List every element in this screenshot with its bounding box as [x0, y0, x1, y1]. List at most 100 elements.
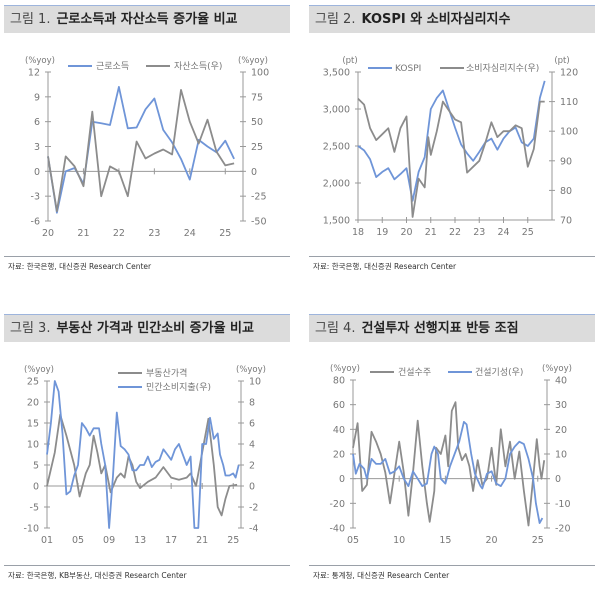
series-line-1 [352, 401, 546, 527]
chart-1: -6 -3 0 3 6 9 12 -50 -25 0 25 50 75 100 20 21 22 23 24 25 (%… [25, 56, 269, 239]
chart-4: -40 -20 0 20 40 60 80 -20 -10 0 10 20 30 40 05 10 15 20 25… [329, 364, 572, 546]
figure-number: 그림 3. [10, 321, 51, 336]
left-tick-label: 3,500 [323, 68, 350, 79]
right-tick-label: -20 [555, 524, 571, 535]
left-tick-label: 2,000 [323, 179, 350, 190]
right-tick-label: 8 [249, 398, 255, 409]
x-tick-label: 23 [473, 227, 485, 238]
x-tick-label: 05 [72, 535, 84, 546]
left-unit-label: (%yoy) [330, 364, 360, 374]
left-tick-label: 5 [33, 461, 39, 472]
figure-title-text: KOSPI 와 소비자심리지수 [361, 12, 511, 27]
left-tick-label: 10 [27, 440, 39, 451]
figure-1-panel: 그림 1. 근로소득과 자산소득 증가율 비교 자료: 한국은행, 대신증권 Re… [4, 5, 290, 283]
source-note: 자료: 통계청, 대신증권 Research Center [313, 571, 450, 580]
figure-2-panel: 그림 2. KOSPI 와 소비자심리지수 자료: 한국은행, 대신증권 Rese… [309, 5, 595, 283]
right-tick-label: 10 [555, 450, 567, 461]
right-tick-label: 4 [249, 440, 255, 451]
figure-title: 그림 3. 부동산 가격과 민간소비 증가율 비교 [4, 314, 290, 342]
left-tick-label: 40 [333, 425, 345, 436]
x-tick-label: 17 [165, 535, 177, 546]
figure-4-panel: 그림 4. 건설투자 선행지표 반등 조짐 자료: 통계청, 대신증권 Resea… [309, 314, 595, 592]
left-tick-label: -5 [30, 503, 39, 514]
legend-label: KOSPI [395, 64, 421, 74]
legend-label: 근로소득 [96, 61, 129, 72]
figure-title-text: 부동산 가격과 민간소비 증가율 비교 [56, 321, 254, 336]
x-tick-label: 05 [347, 535, 359, 546]
x-tick-label: 24 [497, 227, 509, 238]
figure-title-text: 근로소득과 자산소득 증가율 비교 [56, 12, 238, 27]
left-tick-label: 20 [27, 398, 39, 409]
x-tick-label: 25 [227, 535, 239, 546]
left-tick-label: 0 [33, 482, 39, 493]
figure-title: 그림 4. 건설투자 선행지표 반등 조짐 [309, 314, 595, 342]
left-tick-label: -40 [329, 524, 345, 535]
legend-label: 건설수주 [398, 367, 431, 378]
x-tick-label: 22 [449, 227, 461, 238]
x-tick-label: 21 [77, 228, 89, 239]
divider [309, 256, 595, 257]
legend-label: 자산소득(우) [174, 61, 222, 72]
left-tick-label: 3 [34, 142, 40, 153]
source-note: 자료: 한국은행, 대신증권 Research Center [8, 262, 152, 271]
x-tick-label: 09 [103, 535, 115, 546]
figure-3-panel: 그림 3. 부동산 가격과 민간소비 증가율 비교 자료: 한국은행, KB부동산… [4, 314, 290, 592]
right-tick-label: 0 [555, 474, 561, 485]
series-line-2 [46, 380, 240, 529]
right-tick-label: -50 [251, 217, 267, 228]
legend-label: 소비자심리지수(우) [466, 63, 539, 74]
x-tick-label: 18 [352, 227, 364, 238]
right-unit-label: (pt) [554, 56, 569, 66]
right-unit-label: (%yoy) [542, 364, 572, 374]
left-tick-label: 6 [34, 117, 40, 128]
right-unit-label: (%yoy) [236, 365, 266, 375]
right-tick-label: 110 [560, 97, 578, 108]
figure-title: 그림 1. 근로소득과 자산소득 증가율 비교 [4, 5, 290, 33]
right-tick-label: -4 [249, 524, 258, 535]
right-tick-label: 20 [555, 425, 567, 436]
x-tick-label: 13 [134, 535, 146, 546]
left-tick-label: 15 [27, 419, 39, 430]
right-tick-label: 120 [560, 68, 578, 79]
right-tick-label: 50 [251, 117, 263, 128]
left-unit-label: (%yoy) [25, 56, 55, 66]
figure-title-text: 건설투자 선행지표 반등 조짐 [361, 321, 519, 336]
right-tick-label: 90 [560, 156, 572, 167]
series-line-1 [357, 80, 546, 202]
x-tick-label: 24 [184, 228, 196, 239]
x-tick-label: 10 [393, 535, 405, 546]
left-tick-label: 0 [34, 167, 40, 178]
right-tick-label: 40 [555, 376, 567, 387]
legend-label: 건설기성(우) [475, 367, 523, 378]
left-tick-label: -20 [329, 499, 345, 510]
right-tick-label: -2 [249, 503, 258, 514]
right-tick-label: -25 [251, 192, 267, 203]
figure-title: 그림 2. KOSPI 와 소비자심리지수 [309, 5, 595, 33]
source-note: 자료: 한국은행, KB부동산, 대신증권 Research Center [8, 571, 187, 580]
legend-label: 민간소비지출(우) [146, 382, 211, 393]
x-tick-label: 20 [42, 228, 54, 239]
left-tick-label: 9 [34, 92, 40, 103]
left-unit-label: (%yoy) [24, 365, 54, 375]
right-tick-label: -10 [555, 499, 571, 510]
x-tick-label: 25 [219, 228, 231, 239]
x-tick-label: 25 [532, 535, 544, 546]
right-tick-label: 2 [249, 461, 255, 472]
right-tick-label: 0 [249, 482, 255, 493]
x-tick-label: 21 [196, 535, 208, 546]
left-tick-label: 0 [339, 474, 345, 485]
left-tick-label: 60 [333, 400, 345, 411]
source-note: 자료: 한국은행, 대신증권 Research Center [313, 262, 457, 271]
left-tick-label: 1,500 [323, 216, 350, 227]
right-tick-label: 80 [560, 186, 572, 197]
x-tick-label: 01 [41, 535, 53, 546]
right-tick-label: 70 [560, 216, 572, 227]
figure-number: 그림 1. [10, 12, 51, 27]
left-tick-label: 20 [333, 450, 345, 461]
legend-label: 부동산가격 [146, 367, 187, 379]
divider [4, 256, 290, 257]
figure-number: 그림 2. [315, 12, 356, 27]
left-tick-label: 80 [333, 376, 345, 387]
